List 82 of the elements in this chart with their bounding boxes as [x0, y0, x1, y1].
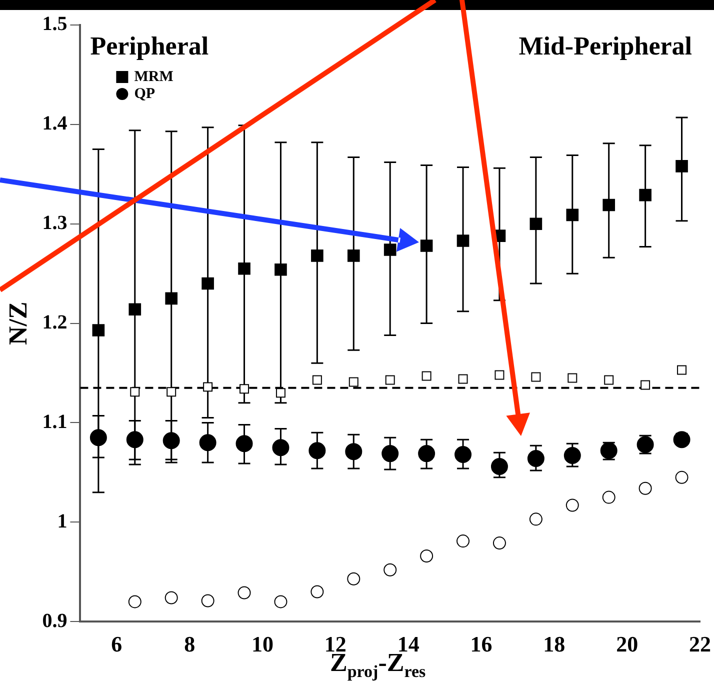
point — [238, 586, 251, 600]
point — [311, 250, 324, 262]
y-axis-title: N/Z — [3, 302, 32, 345]
point — [527, 450, 544, 468]
point — [310, 585, 324, 598]
x-tick-label: 16 — [470, 631, 492, 656]
point — [203, 382, 213, 392]
point — [276, 388, 286, 398]
point — [312, 375, 322, 385]
x-tick-label: 20 — [616, 631, 638, 656]
point — [566, 498, 579, 512]
point — [348, 377, 358, 387]
point — [202, 277, 214, 290]
point — [422, 371, 432, 381]
point — [602, 198, 616, 212]
x-tick-label: 18 — [543, 631, 566, 656]
point — [90, 429, 107, 446]
point — [529, 512, 542, 526]
point — [564, 447, 581, 464]
x-tick-label: 22 — [689, 631, 711, 656]
legend-label: MRM — [134, 68, 174, 85]
point — [604, 375, 614, 385]
point — [238, 262, 250, 275]
x-tick-label: 6 — [111, 631, 122, 656]
point — [162, 432, 180, 450]
legend-label: QP — [134, 86, 156, 102]
point — [128, 595, 142, 608]
point — [274, 595, 288, 608]
point — [454, 446, 472, 464]
point — [675, 470, 688, 484]
point — [458, 374, 468, 384]
annotation: Mid-Peripheral — [518, 32, 692, 61]
point — [92, 324, 105, 336]
point — [494, 370, 504, 380]
point — [164, 591, 178, 604]
point — [199, 434, 216, 452]
point — [418, 445, 436, 462]
point — [384, 563, 397, 576]
point — [130, 387, 140, 397]
y-tick-label: 1 — [57, 510, 68, 532]
point — [638, 482, 652, 495]
point — [308, 442, 326, 460]
point — [345, 443, 362, 460]
point — [347, 572, 360, 586]
point — [272, 439, 290, 456]
point — [492, 536, 506, 550]
point — [640, 380, 650, 390]
y-tick-label: 0.9 — [42, 610, 68, 632]
y-tick-label: 1.1 — [42, 410, 68, 433]
x-tick-label: 8 — [184, 631, 196, 656]
y-tick-label: 1.4 — [42, 112, 68, 135]
point — [639, 188, 652, 202]
y-tick-label: 1.3 — [42, 212, 68, 234]
point — [236, 435, 253, 452]
point — [456, 534, 470, 548]
point — [126, 431, 144, 448]
point — [490, 458, 508, 475]
point — [677, 365, 687, 375]
point — [201, 594, 214, 608]
point — [384, 244, 396, 256]
point — [420, 549, 434, 562]
point — [240, 384, 250, 394]
point — [128, 303, 142, 316]
point — [347, 250, 360, 262]
point — [385, 375, 395, 385]
point — [382, 445, 399, 462]
y-tick-label: 1.5 — [42, 13, 68, 36]
point — [420, 240, 433, 252]
point — [673, 431, 690, 448]
annotation: Peripheral — [90, 32, 209, 61]
point — [602, 490, 616, 504]
y-tick-label: 1.2 — [42, 311, 68, 334]
x-tick-label: 10 — [251, 631, 274, 656]
point — [530, 218, 542, 230]
point — [676, 160, 688, 172]
point — [165, 292, 178, 305]
point — [531, 372, 541, 382]
point — [456, 234, 470, 247]
point — [568, 373, 578, 383]
point — [566, 208, 579, 222]
point — [166, 387, 176, 397]
point — [274, 263, 287, 276]
